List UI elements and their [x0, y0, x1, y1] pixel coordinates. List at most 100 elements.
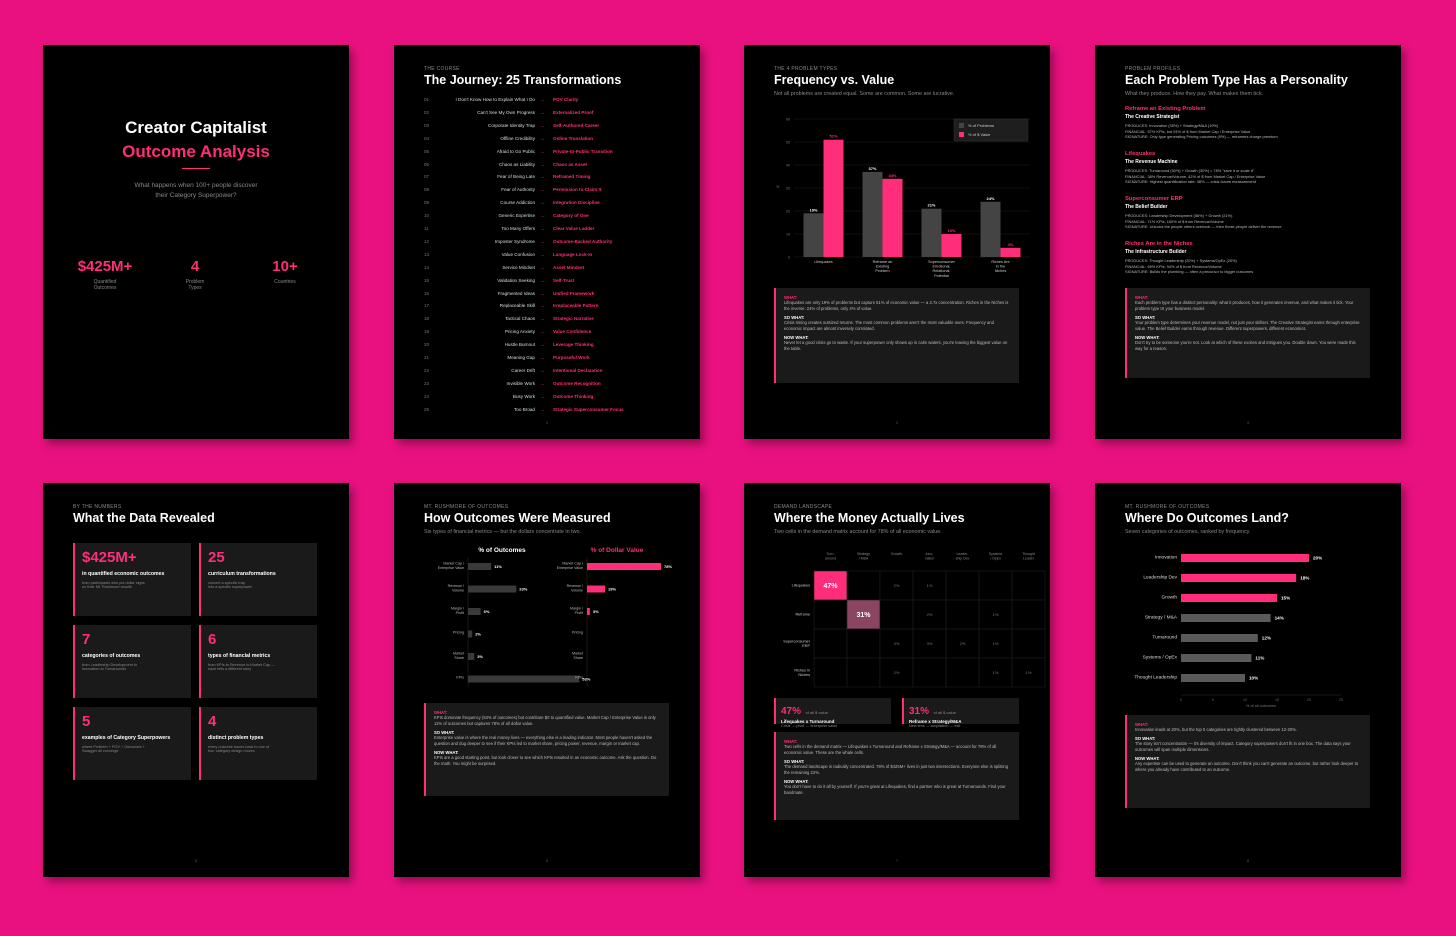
problem-type-detail: PRODUCES: Thought Leadership (20%) + Sys…: [1125, 258, 1237, 263]
arrow-icon: →: [540, 303, 545, 309]
heatmap-cell: [813, 628, 848, 659]
cover-stat-label: Types: [188, 285, 202, 291]
x-tick-label: 10: [1243, 698, 1247, 702]
cover-stat-label: Quantified: [93, 279, 117, 285]
callout-heading: NOW WHAT:: [784, 779, 809, 784]
transformation-to: Irreplaceable Pattern: [553, 303, 599, 309]
transformation-row: 21 Meaning Gap → Purposeful Work: [394, 355, 700, 365]
problem-type-name: Riches Are in the Niches: [1125, 241, 1193, 247]
problem-type-detail: FINANCIAL: 57% KPIs, but 91% of $ from M…: [1125, 128, 1251, 134]
page-kicker: THE 4 PROBLEM TYPES: [774, 66, 838, 72]
transformation-number: 19: [424, 329, 430, 335]
category-label: Market: [572, 652, 583, 656]
x-tick-label: 20: [1307, 698, 1311, 702]
heatmap-cell: [945, 570, 980, 601]
transformation-to: Externalized Proof: [553, 109, 594, 115]
category-label: Enterprise Value: [557, 566, 583, 570]
transformation-to: Self-Authored Career: [553, 122, 600, 128]
heatmap-cell: [879, 657, 914, 688]
transformation-to: Category of One: [553, 213, 589, 219]
outcome-bar: [1181, 614, 1271, 622]
stat-box-desc: Crisis → pivot → enterprise value: [781, 724, 838, 728]
bar-data-label: 15%: [1281, 596, 1290, 601]
y-tick-label: 20: [786, 210, 790, 214]
transformation-number: 14: [424, 264, 430, 270]
stat-card-desc: every outcome traces back to one of: [208, 745, 270, 749]
heatmap-cell: [1011, 570, 1046, 601]
column-header: Growth: [891, 552, 902, 556]
category-label: Innovation: [1155, 555, 1177, 561]
heatmap-cell: [978, 599, 1013, 630]
arrow-icon: →: [540, 316, 545, 322]
stat-card: $425M+ in quantified economic outcomes fro…: [73, 543, 191, 616]
outcome-bar: [1181, 674, 1245, 682]
page-number: 8: [1246, 858, 1250, 863]
page-kicker: PROBLEM PROFILES: [1125, 66, 1181, 72]
problem-type-detail: SIGNATURE: Only type generating Pricing …: [1125, 134, 1278, 140]
cover-divider: [182, 168, 210, 169]
arrow-icon: →: [540, 290, 545, 296]
page-title: The Journey: 25 Transformations: [424, 73, 622, 87]
cover-stat: 10+ Countries: [245, 258, 325, 285]
transformation-row: 22 Career Drift → Intentional Declaration: [394, 368, 700, 378]
stat-box-label: Lifequakes x Turnaround: [781, 719, 835, 724]
transformation-from: Fear of Authority: [501, 187, 535, 193]
column-header: vation: [925, 556, 934, 560]
row-header: Riches in: [794, 669, 810, 673]
transformation-from: Generic Expertise: [498, 213, 535, 219]
y-tick-label: 0: [788, 256, 790, 260]
heatmap-value: 1%: [993, 641, 999, 646]
legend: % of Problems % of $ Value: [953, 118, 1029, 142]
heatmap-cell: [1011, 657, 1046, 688]
bar-data-label: 11%: [494, 564, 502, 569]
bar-problems: [980, 201, 1001, 257]
stat-box: 31% of all $ value Reframe x Strategy/M&…: [902, 698, 1019, 728]
transformation-to: Unified Framework: [553, 290, 595, 296]
callout-heading: WHAT:: [434, 710, 448, 715]
category-label: Profit: [456, 611, 464, 615]
heatmap-cell: [813, 599, 848, 630]
problem-type-role: The Infrastructure Builder: [1125, 249, 1187, 255]
page-personality: PROBLEM PROFILES Each Problem Type Has a…: [1095, 45, 1401, 439]
problem-type-detail: SIGNATURE: Highest quantification rate: …: [1125, 179, 1256, 185]
outcome-bar: [1181, 654, 1252, 662]
column-header: Systems: [989, 552, 1003, 556]
transformation-row: 09 Course Addiction → Integration Disciplin…: [394, 200, 700, 210]
transformation-from: Can't See My Own Progress: [477, 109, 535, 115]
transformation-number: 08: [424, 187, 430, 193]
transformation-number: 23: [424, 380, 430, 386]
callout-text: Two cells in the demand matrix — Lifequa…: [784, 744, 997, 755]
x-tick-label: Potential: [934, 274, 949, 278]
insight-callout: WHAT: Two cells in the demand matrix — L…: [774, 732, 1019, 820]
category-label: Enterprise Value: [438, 566, 464, 570]
transformation-to: Language Lock-In: [553, 251, 593, 257]
page-title: What the Data Revealed: [73, 511, 215, 525]
x-tick-label: Niches: [995, 269, 1007, 273]
category-label: Share: [573, 656, 583, 660]
transformation-row: 15 Validation Seeking → Self-Trust: [394, 278, 700, 288]
transformation-number: 24: [424, 393, 430, 399]
transformation-number: 10: [424, 213, 430, 219]
transformation-from: Corporate Identity Trap: [488, 122, 535, 128]
x-tick-label: Superconsumer: [928, 260, 956, 264]
transformation-row: 18 Tactical Chaos → Strategic Narrative: [394, 316, 700, 326]
insight-callout: WHAT: Each problem type has a distinct p…: [1125, 288, 1370, 378]
page-subtitle: Two cells in the demand matrix account f…: [774, 529, 942, 535]
stat-card-desc: into a specific superpower: [208, 585, 252, 589]
dollar-bar: [587, 563, 661, 570]
bar-data-label: 2%: [475, 632, 481, 637]
y-axis-label: %: [776, 185, 780, 189]
category-label: Margin /: [451, 607, 464, 611]
problem-type-detail: FINANCIAL: 38% Revenue/Volume, 42% of $ …: [1125, 173, 1266, 179]
transformation-row: 14 Service Mindset → Asset Mindset: [394, 265, 700, 275]
stat-card-value: 25: [208, 549, 225, 566]
callout-heading: WHAT:: [784, 295, 798, 300]
outcomes-bar-chart: Innovation 20% Leadership Dev 18% Growth 15% S…: [1134, 554, 1343, 708]
category-label: KPIs: [575, 676, 583, 680]
dollar-bar: [587, 608, 590, 615]
insight-callout: WHAT: Lifequakes are only 19% of problem…: [774, 288, 1019, 383]
outcome-bar: [468, 585, 517, 593]
transformation-row: 11 Too Many Offers → Clear Value Ladder: [394, 226, 700, 236]
heatmap-value: 2%: [927, 612, 933, 617]
x-tick-label: 5: [1212, 698, 1214, 702]
